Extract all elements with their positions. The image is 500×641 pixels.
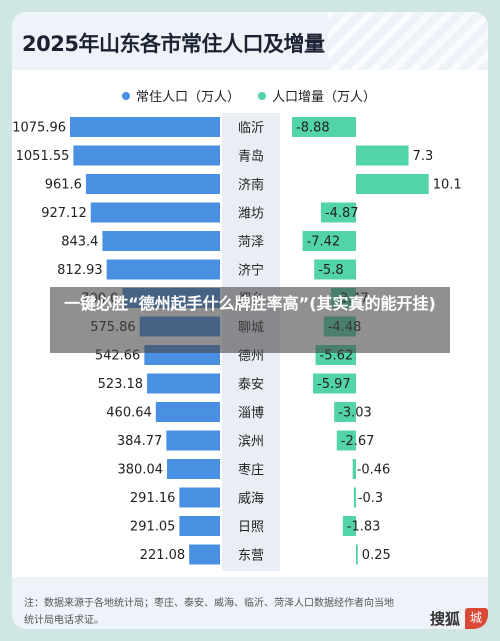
increase-value: -4.87 — [325, 206, 359, 221]
population-bar — [189, 544, 220, 565]
legend-increase-swatch — [258, 92, 266, 100]
sohu-logo: 搜狐 — [430, 610, 461, 628]
increase-value: -5.8 — [318, 263, 343, 278]
increase-value: -2.67 — [341, 434, 375, 449]
city-label: 东营 — [238, 549, 264, 564]
population-value: 1075.96 — [12, 121, 66, 136]
population-bar — [155, 402, 220, 422]
population-bar — [179, 516, 220, 536]
increase-bar — [353, 487, 356, 508]
population-value: 961.6 — [45, 178, 82, 193]
city-label: 菏泽 — [238, 235, 264, 250]
population-value: 1051.55 — [16, 149, 70, 164]
increase-value: 10.1 — [433, 178, 462, 193]
legend-population-label: 常住人口（万人） — [136, 90, 241, 105]
city-label: 枣庄 — [238, 462, 264, 478]
increase-value: 7.3 — [413, 149, 434, 164]
brand-tag: 城市 — [465, 608, 488, 629]
city-label: 威海 — [238, 492, 264, 507]
legend-increase: 人口增量（万人） — [258, 86, 376, 105]
population-bar — [167, 459, 220, 479]
header-decoration — [328, 12, 488, 70]
increase-bar — [302, 231, 356, 251]
population-bar — [179, 487, 220, 508]
city-label: 滨州 — [238, 434, 264, 450]
increase-value: -1.83 — [347, 520, 381, 535]
city-label: 淄博 — [238, 406, 264, 421]
population-bar — [70, 117, 220, 137]
city-label: 泰安 — [238, 378, 264, 393]
population-bar — [85, 174, 221, 194]
population-value: 380.04 — [118, 463, 164, 478]
increase-value: -7.42 — [307, 235, 341, 250]
footer-note: 注：数据来源于各地统计局；枣庄、泰安、威海、临沂、菏泽人口数据经作者向当地统计局… — [24, 598, 394, 626]
population-bar — [106, 259, 220, 280]
city-label: 潍坊 — [238, 207, 264, 222]
population-bar — [90, 202, 220, 223]
population-value: 291.05 — [130, 520, 176, 535]
legend-population-swatch — [122, 92, 130, 100]
increase-bar — [342, 516, 356, 536]
population-bar — [73, 145, 220, 166]
increase-value: 0.25 — [362, 548, 391, 563]
population-bar — [102, 231, 220, 251]
population-value: 927.12 — [41, 206, 87, 221]
increase-bar — [334, 402, 356, 422]
city-label: 日照 — [238, 520, 264, 535]
legend-increase-label: 人口增量（万人） — [272, 90, 377, 105]
population-value: 384.77 — [117, 434, 163, 449]
increase-value: -0.3 — [358, 491, 383, 506]
city-label: 临沂 — [238, 121, 264, 136]
population-value: 460.64 — [106, 406, 152, 421]
population-bar — [166, 430, 220, 451]
population-value: 843.4 — [61, 235, 98, 250]
increase-bar — [314, 259, 356, 280]
increase-value: -8.88 — [296, 121, 330, 136]
population-bar — [147, 373, 220, 394]
chart-title: 2025年山东各市常住人口及增量 — [22, 32, 325, 56]
increase-value: -0.46 — [357, 463, 391, 478]
increase-value: -5.97 — [317, 377, 351, 392]
city-label: 济宁 — [238, 263, 264, 279]
city-label: 青岛 — [238, 149, 264, 165]
increase-value: -3.03 — [338, 406, 372, 421]
increase-bar — [313, 373, 356, 394]
population-value: 812.93 — [57, 263, 103, 278]
population-value: 523.18 — [98, 377, 144, 392]
population-value: 221.08 — [140, 548, 186, 563]
footer-band — [12, 577, 488, 629]
increase-bar — [336, 430, 356, 451]
city-label: 济南 — [238, 177, 264, 193]
overlay-banner — [50, 287, 450, 353]
increase-bar — [356, 145, 409, 166]
increase-bar — [320, 202, 356, 223]
increase-bar — [356, 174, 429, 194]
increase-bar — [292, 117, 356, 137]
overlay-text: 一键必胜“德州起手什么牌胜率高”(其实真的能开挂) — [64, 294, 436, 313]
increase-bar — [356, 544, 358, 565]
population-value: 291.16 — [130, 491, 176, 506]
legend-population: 常住人口（万人） — [122, 86, 240, 105]
increase-bar — [352, 459, 356, 479]
